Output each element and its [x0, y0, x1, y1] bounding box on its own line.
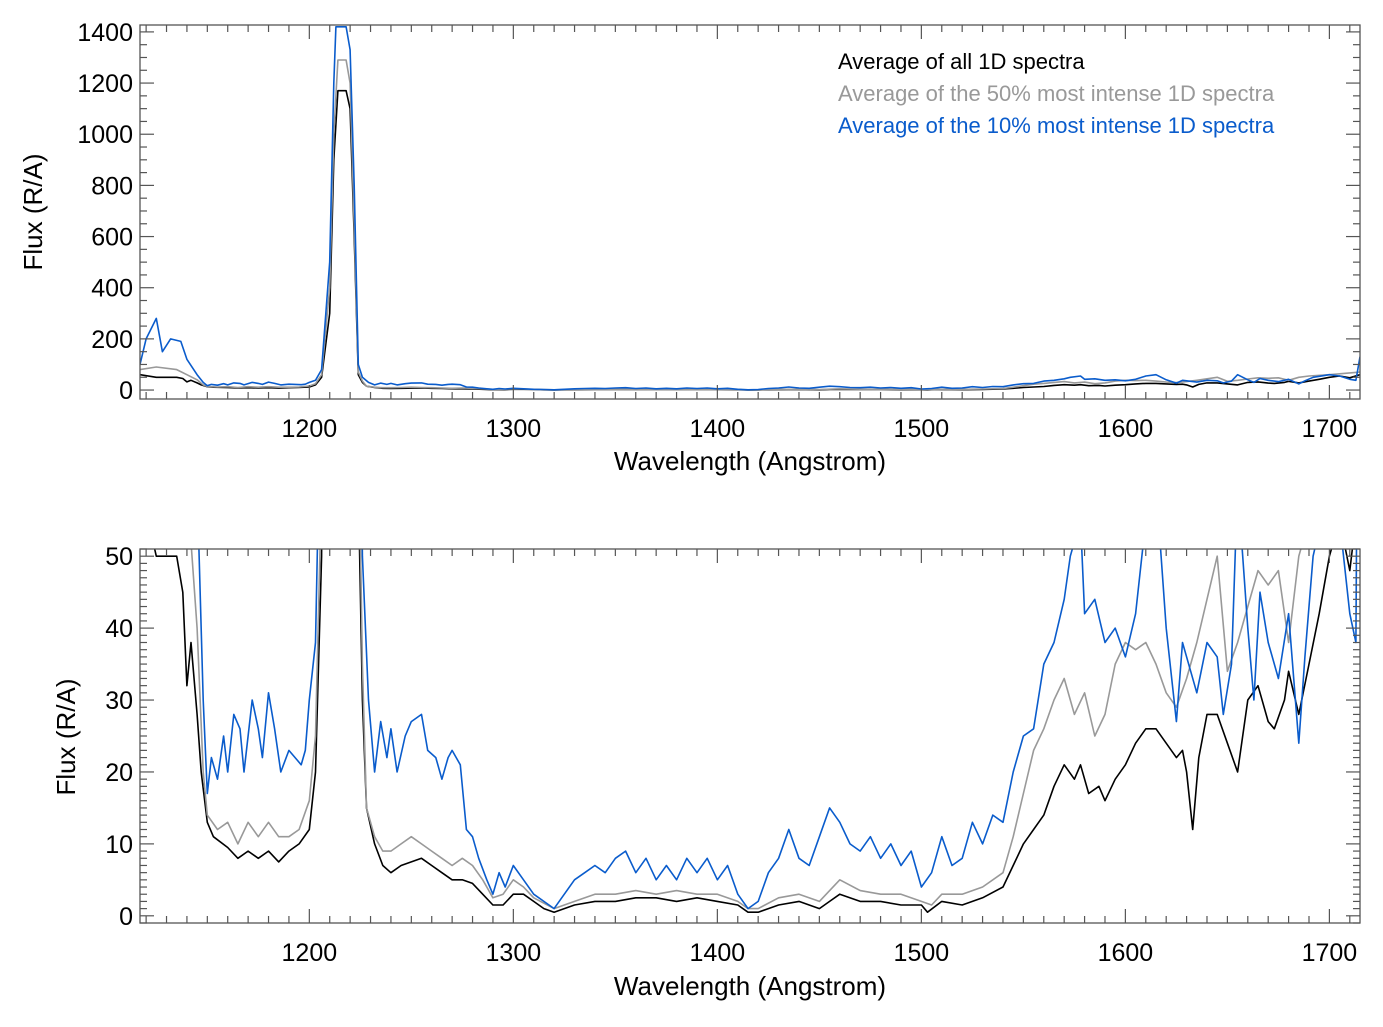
x-axis-title: Wavelength (Angstrom)	[614, 971, 886, 1001]
y-tick-label: 1000	[77, 121, 133, 149]
legend-entry-all: Average of all 1D spectra	[838, 49, 1085, 74]
series-line-50pct	[190, 549, 1302, 910]
x-tick-label: 1300	[486, 415, 542, 443]
y-axis-title: Flux (R/A)	[51, 679, 81, 796]
y-tick-label: 50	[105, 543, 133, 571]
legend-entry-50pct: Average of the 50% most intense 1D spect…	[838, 81, 1275, 106]
zoomed-panel: Wavelength (Angstrom) Flux (R/A) 1200 130…	[51, 543, 1361, 1001]
x-tick-label: 1400	[690, 939, 746, 967]
series-line-10pct	[140, 26, 1360, 391]
y-tick-label: 1200	[77, 70, 133, 98]
series-line-10pct	[198, 549, 1358, 910]
x-tick-label: 1700	[1302, 939, 1358, 967]
y-tick-label: 10	[105, 831, 133, 859]
series-line-all	[153, 549, 1354, 913]
x-tick-label: 1300	[486, 939, 542, 967]
x-tick-label: 1400	[690, 415, 746, 443]
full-range-panel: Wavelength (Angstrom) Flux (R/A) Average…	[18, 19, 1361, 476]
x-tick-label: 1600	[1098, 415, 1154, 443]
x-tick-label: 1500	[894, 415, 950, 443]
y-axis-title: Flux (R/A)	[18, 154, 48, 271]
x-tick-label: 1500	[894, 939, 950, 967]
y-tick-label: 600	[91, 224, 133, 252]
x-axis-title: Wavelength (Angstrom)	[614, 446, 886, 476]
legend-entry-10pct: Average of the 10% most intense 1D spect…	[838, 113, 1275, 138]
series-line-50pct	[140, 59, 1360, 391]
legend: Average of all 1D spectra Average of the…	[838, 49, 1275, 138]
y-tick-label: 20	[105, 759, 133, 787]
y-tick-label: 400	[91, 275, 133, 303]
y-tick-label: 30	[105, 687, 133, 715]
y-tick-label: 200	[91, 326, 133, 354]
y-tick-label: 0	[119, 377, 133, 405]
y-tick-label: 800	[91, 172, 133, 200]
plot-frame	[139, 24, 1361, 400]
y-tick-label: 0	[119, 903, 133, 931]
x-tick-label: 1200	[282, 415, 338, 443]
y-tick-label: 40	[105, 615, 133, 643]
x-tick-label: 1700	[1302, 415, 1358, 443]
plot-frame	[139, 548, 1361, 924]
x-tick-label: 1200	[282, 939, 338, 967]
x-tick-label: 1600	[1098, 939, 1154, 967]
y-tick-label: 1400	[77, 19, 133, 47]
